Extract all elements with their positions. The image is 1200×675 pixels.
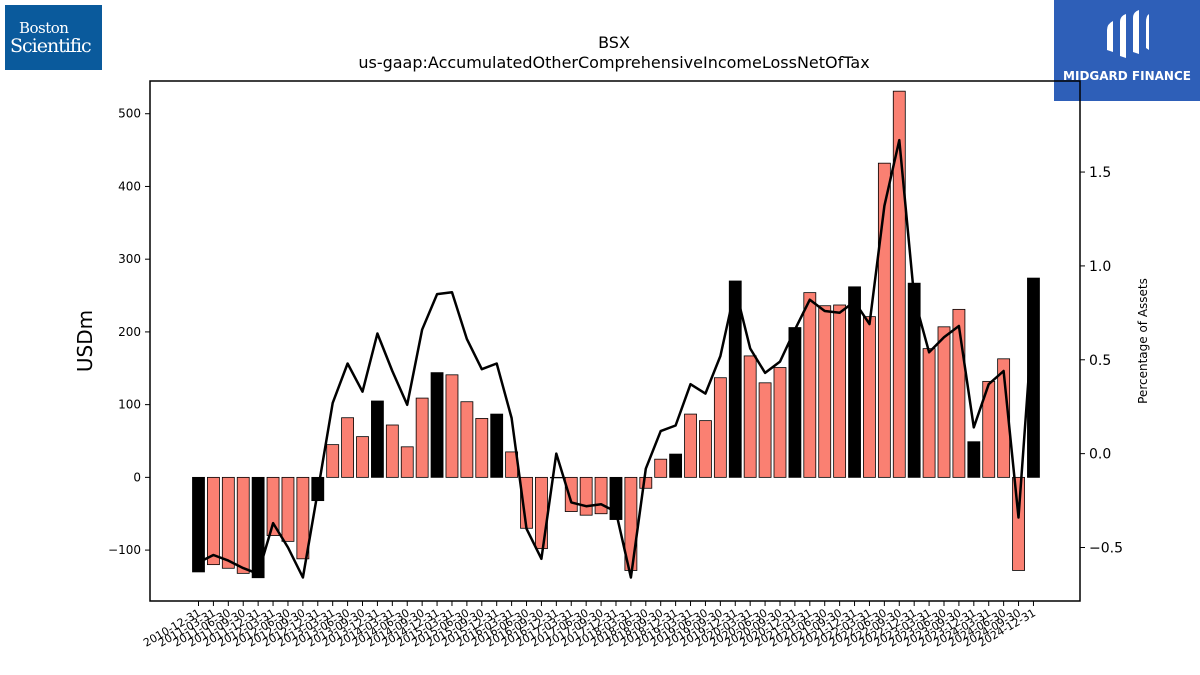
bar-2019-09-30 (713, 377, 727, 478)
bar-2015-06-30 (460, 401, 474, 478)
y-tick-label: 0 (133, 470, 141, 484)
y-tick-label: 300 (118, 252, 141, 266)
y-tick-label: 200 (118, 325, 141, 339)
y2-tick-label: 1.0 (1089, 259, 1111, 275)
bar-2015-12-31 (490, 413, 504, 478)
y2-tick-label: −0.5 (1089, 540, 1123, 556)
y-tick-label: 100 (118, 398, 141, 412)
bar-2016-09-30 (535, 476, 548, 550)
bar-2010-12-31 (192, 476, 205, 573)
brand-name: MIDGARD FINANCE (1063, 69, 1191, 83)
y2-tick-label: 0.5 (1089, 353, 1111, 369)
y-axis-label: USDm (73, 310, 97, 372)
bar-2014-12-31 (430, 372, 444, 478)
midgard-finance-logo: MIDGARD FINANCE (1054, 0, 1200, 101)
bar-2020-06-30 (758, 382, 772, 478)
y-axis-right: −0.5 0.0 0.5 1.0 1.5 (1080, 165, 1123, 556)
bar-2019-03-31 (684, 413, 697, 478)
bar-2011-06-30 (221, 476, 235, 569)
bar-2017-06-30 (579, 476, 593, 516)
y-tick-label: 400 (118, 179, 141, 193)
bar-2011-03-31 (207, 476, 220, 566)
bar-2018-12-31 (669, 453, 683, 478)
y-tick-label: −100 (108, 543, 141, 557)
bar-2012-06-30 (281, 476, 295, 542)
bar-2019-06-30 (699, 420, 712, 478)
bar-2023-06-30 (937, 326, 951, 478)
bar-2015-03-31 (445, 374, 459, 478)
plot-frame (149, 80, 1081, 602)
bar-2021-03-31 (803, 292, 817, 478)
bar-2022-03-31 (863, 316, 876, 478)
bar-2013-03-31 (326, 444, 340, 478)
bar-2020-03-31 (743, 355, 757, 478)
bar-2022-12-31 (907, 282, 921, 478)
y-tick-label: 500 (118, 107, 141, 121)
y2-tick-label: 0.0 (1089, 447, 1111, 463)
bar-2018-06-30 (639, 476, 653, 489)
line-layer (197, 138, 1035, 579)
y-axis-left: −100 0 100 200 300 400 500 (108, 107, 150, 557)
bar-2014-03-31 (385, 424, 399, 478)
bar-2019-12-31 (728, 280, 742, 478)
bar-layer (192, 90, 1040, 579)
bar-2014-06-30 (400, 446, 414, 478)
bar-2022-06-30 (877, 162, 891, 478)
bar-2021-12-31 (848, 286, 861, 478)
bar-2024-03-31 (982, 380, 996, 478)
bar-2012-03-31 (266, 476, 280, 536)
midgard-mark-icon (1107, 10, 1149, 58)
bar-2017-09-30 (594, 476, 608, 515)
bar-2013-12-31 (371, 400, 384, 478)
bar-2024-09-30 (1012, 476, 1025, 571)
y2-tick-label: 1.5 (1089, 165, 1111, 181)
bar-2023-12-31 (967, 441, 981, 478)
bar-2011-09-30 (236, 476, 250, 574)
bar-2013-06-30 (341, 417, 355, 478)
bar-2016-12-31 (549, 476, 563, 479)
boston-scientific-logo: Boston Scientific (5, 5, 102, 70)
bar-2018-09-30 (654, 458, 668, 478)
bar-2022-09-30 (892, 90, 906, 478)
chart-subtitle: us-gaap:AccumulatedOtherComprehensiveInc… (358, 53, 869, 72)
bar-2020-12-31 (788, 327, 802, 478)
bar-2013-09-30 (356, 436, 369, 478)
bar-2012-09-30 (296, 476, 310, 560)
bar-2021-06-30 (818, 305, 832, 478)
x-axis: 2010-12-312011-03-312011-06-302011-09-30… (141, 601, 1038, 650)
bar-2014-09-30 (415, 397, 429, 478)
y2-axis-label: Percentage of Assets (1136, 278, 1150, 404)
chart-title: BSX (598, 33, 630, 52)
bar-2011-12-31 (251, 476, 265, 579)
logo-line2: Scientific (10, 35, 92, 57)
bar-2021-09-30 (833, 304, 847, 478)
bar-2017-03-31 (564, 476, 578, 512)
bar-2023-03-31 (922, 348, 936, 478)
logo-line1: Boston (19, 19, 69, 37)
bar-2015-09-30 (475, 418, 489, 478)
pct-assets-line (197, 138, 1035, 579)
bar-2020-09-30 (773, 367, 787, 478)
